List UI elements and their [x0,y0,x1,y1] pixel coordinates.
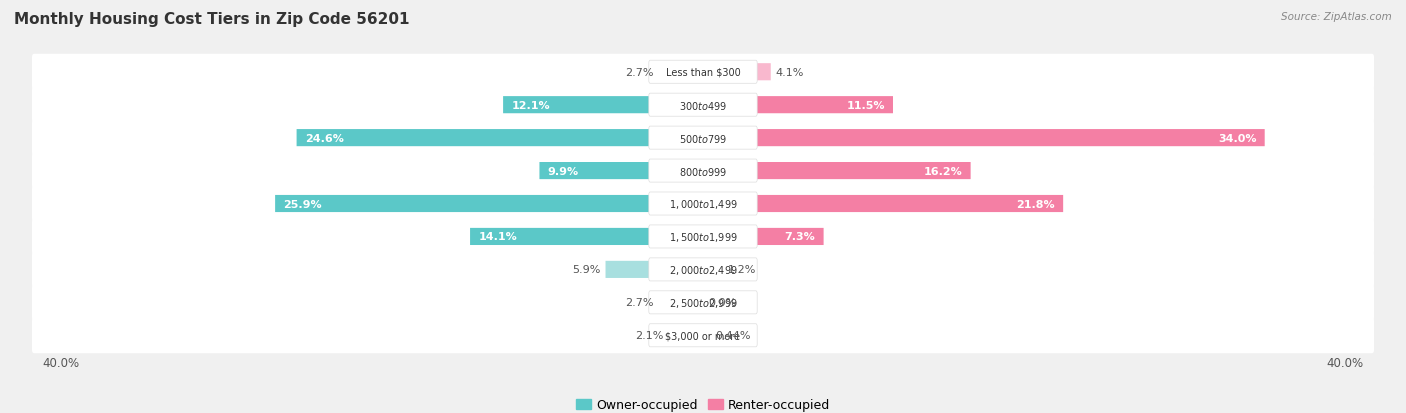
Text: $300 to $499: $300 to $499 [679,100,727,112]
Text: $1,500 to $1,999: $1,500 to $1,999 [669,230,737,243]
Text: $500 to $799: $500 to $799 [679,132,727,144]
FancyBboxPatch shape [648,192,758,216]
FancyBboxPatch shape [32,186,1374,222]
Text: 4.1%: 4.1% [776,68,804,78]
Text: 25.9%: 25.9% [284,199,322,209]
FancyBboxPatch shape [32,120,1374,156]
FancyBboxPatch shape [503,97,703,114]
FancyBboxPatch shape [32,252,1374,287]
Text: Source: ZipAtlas.com: Source: ZipAtlas.com [1281,12,1392,22]
FancyBboxPatch shape [648,61,758,84]
Text: 2.7%: 2.7% [624,68,654,78]
Text: 0.0%: 0.0% [709,298,737,308]
Text: 40.0%: 40.0% [1327,356,1364,369]
FancyBboxPatch shape [703,130,1264,147]
Text: 11.5%: 11.5% [846,100,884,110]
FancyBboxPatch shape [658,294,703,311]
Text: 14.1%: 14.1% [478,232,517,242]
FancyBboxPatch shape [703,195,1063,213]
FancyBboxPatch shape [32,55,1374,90]
FancyBboxPatch shape [648,160,758,183]
Text: Monthly Housing Cost Tiers in Zip Code 56201: Monthly Housing Cost Tiers in Zip Code 5… [14,12,409,27]
FancyBboxPatch shape [32,318,1374,354]
FancyBboxPatch shape [648,258,758,281]
Text: $3,000 or more: $3,000 or more [665,330,741,340]
FancyBboxPatch shape [703,163,970,180]
Legend: Owner-occupied, Renter-occupied: Owner-occupied, Renter-occupied [571,393,835,413]
FancyBboxPatch shape [470,228,703,245]
Text: $2,500 to $2,999: $2,500 to $2,999 [669,296,737,309]
Text: 2.7%: 2.7% [624,298,654,308]
Text: $800 to $999: $800 to $999 [679,165,727,177]
FancyBboxPatch shape [540,163,703,180]
FancyBboxPatch shape [297,130,703,147]
FancyBboxPatch shape [648,291,758,314]
FancyBboxPatch shape [648,324,758,347]
FancyBboxPatch shape [32,219,1374,255]
FancyBboxPatch shape [703,261,723,278]
FancyBboxPatch shape [32,153,1374,189]
Text: $1,000 to $1,499: $1,000 to $1,499 [669,197,737,211]
Text: $2,000 to $2,499: $2,000 to $2,499 [669,263,737,276]
Text: 34.0%: 34.0% [1218,133,1257,143]
FancyBboxPatch shape [703,64,770,81]
Text: 7.3%: 7.3% [785,232,815,242]
FancyBboxPatch shape [703,228,824,245]
FancyBboxPatch shape [606,261,703,278]
FancyBboxPatch shape [658,64,703,81]
FancyBboxPatch shape [32,285,1374,320]
Text: 1.2%: 1.2% [728,265,756,275]
FancyBboxPatch shape [668,327,703,344]
FancyBboxPatch shape [648,225,758,248]
Text: 16.2%: 16.2% [924,166,962,176]
Text: 12.1%: 12.1% [512,100,550,110]
Text: 2.1%: 2.1% [636,330,664,340]
FancyBboxPatch shape [648,94,758,117]
Text: 24.6%: 24.6% [305,133,343,143]
FancyBboxPatch shape [703,97,893,114]
Text: 40.0%: 40.0% [42,356,79,369]
FancyBboxPatch shape [32,88,1374,123]
Text: 9.9%: 9.9% [548,166,579,176]
Text: 0.44%: 0.44% [716,330,751,340]
FancyBboxPatch shape [703,327,710,344]
Text: 5.9%: 5.9% [572,265,600,275]
FancyBboxPatch shape [276,195,703,213]
FancyBboxPatch shape [648,127,758,150]
Text: Less than $300: Less than $300 [665,68,741,78]
Text: 21.8%: 21.8% [1017,199,1054,209]
